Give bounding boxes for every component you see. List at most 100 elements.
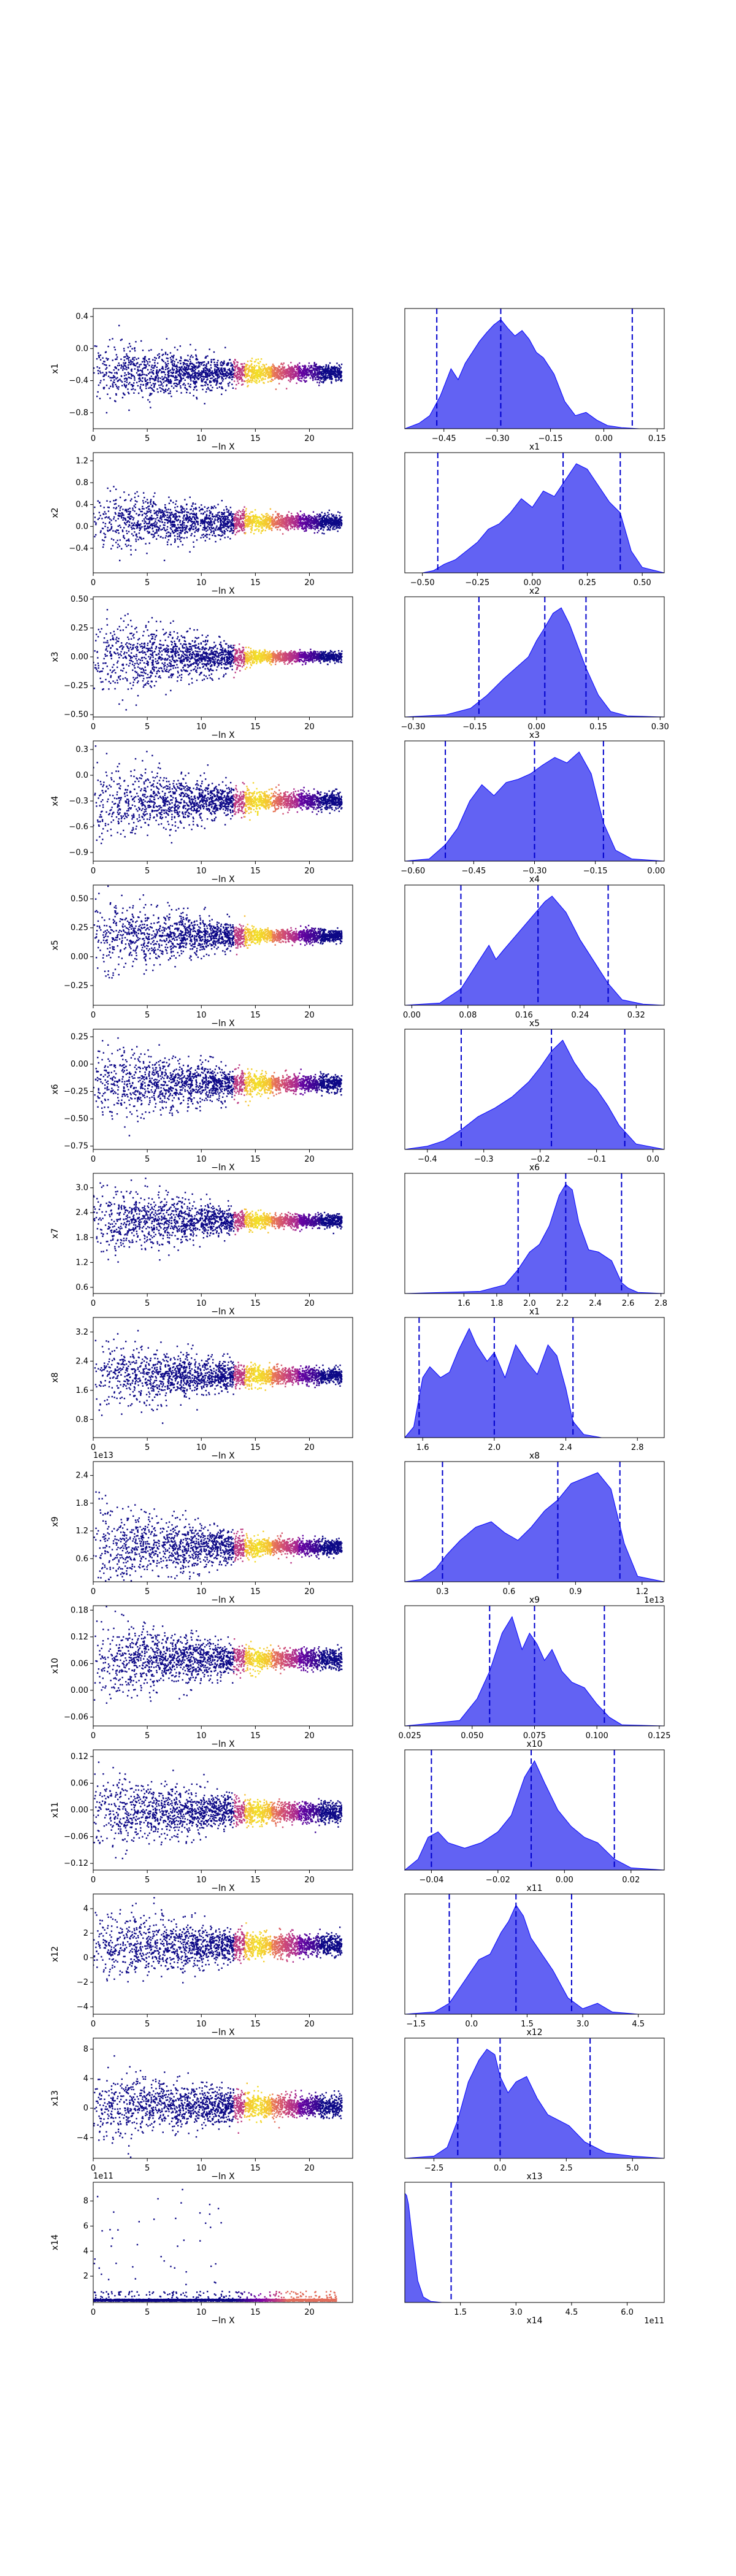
scatter-point: [153, 669, 155, 670]
scatter-point: [301, 518, 303, 521]
scatter-point: [109, 490, 112, 492]
scatter-point: [335, 518, 337, 520]
scatter-point: [115, 378, 117, 380]
scatter-point: [316, 373, 318, 375]
scatter-point: [152, 536, 154, 539]
scatter-point: [240, 523, 243, 525]
scatter-point: [212, 514, 213, 516]
scatter-point: [281, 523, 283, 525]
scatter-point: [262, 522, 264, 524]
scatter-point: [232, 372, 234, 375]
scatter-point: [194, 370, 196, 372]
scatter-point: [327, 515, 329, 516]
scatter-point: [207, 378, 209, 380]
scatter-point: [137, 495, 139, 497]
scatter-point: [340, 377, 342, 378]
scatter-point: [197, 518, 199, 519]
scatter-point: [128, 513, 130, 515]
scatter-point: [151, 524, 153, 526]
scatter-point: [120, 513, 121, 515]
scatter-point: [283, 362, 285, 364]
scatter-point: [242, 510, 243, 512]
scatter-point: [212, 527, 215, 529]
scatter-point: [334, 370, 336, 372]
scatter-point: [260, 523, 263, 524]
scatter-point: [126, 379, 128, 381]
scatter-point: [125, 377, 127, 379]
scatter-point: [259, 370, 261, 372]
scatter-point: [110, 548, 112, 550]
scatter-point: [229, 538, 231, 540]
scatter-point: [246, 515, 248, 517]
scatter-point: [133, 359, 135, 361]
scatter-point: [180, 532, 182, 534]
scatter-point: [216, 525, 218, 527]
scatter-point: [193, 526, 194, 527]
scatter-point: [244, 516, 247, 519]
scatter-point: [166, 532, 167, 534]
scatter-point: [223, 360, 225, 362]
scatter-point: [132, 375, 134, 377]
scatter-point: [324, 512, 326, 515]
scatter-point: [305, 524, 308, 526]
scatter-point: [187, 355, 189, 356]
scatter-point: [286, 369, 289, 371]
scatter-point: [305, 376, 307, 378]
scatter-point: [205, 513, 208, 516]
scatter-point: [220, 518, 221, 519]
scatter-point: [180, 380, 182, 382]
scatter-point: [115, 519, 117, 522]
scatter-point: [305, 373, 307, 375]
scatter-point: [115, 358, 117, 361]
scatter-point: [309, 523, 312, 525]
scatter-point: [305, 370, 307, 372]
scatter-point: [293, 370, 296, 372]
scatter-point: [334, 374, 336, 376]
scatter-point: [128, 521, 131, 523]
scatter-point: [321, 519, 323, 521]
scatter-point: [169, 516, 171, 518]
scatter-point: [227, 362, 229, 364]
scatter-point: [159, 516, 161, 518]
scatter-point: [224, 537, 226, 539]
scatter-point: [196, 396, 197, 399]
scatter-point: [290, 518, 292, 520]
scatter-point: [234, 528, 236, 531]
scatter-point: [201, 520, 203, 522]
scatter-point: [105, 351, 107, 353]
scatter-point: [339, 525, 340, 527]
scatter-point: [152, 359, 154, 361]
scatter-point: [326, 520, 328, 523]
scatter-point: [149, 519, 151, 521]
scatter-point: [183, 383, 185, 385]
scatter-point: [181, 537, 183, 539]
scatter-point: [215, 516, 217, 518]
scatter-point: [123, 527, 125, 529]
scatter-point: [118, 379, 120, 381]
scatter-point: [305, 527, 307, 530]
scatter-point: [296, 373, 298, 375]
scatter-point: [332, 515, 334, 516]
scatter-point: [96, 366, 98, 368]
scatter-point: [209, 374, 212, 377]
scatter-point: [196, 517, 197, 519]
scatter-point: [334, 528, 336, 531]
scatter-point: [259, 517, 261, 519]
scatter-point: [192, 367, 194, 369]
scatter-point: [223, 364, 224, 366]
scatter-point: [112, 338, 113, 340]
scatter-point: [252, 521, 254, 524]
scatter-point: [128, 356, 130, 359]
scatter-point: [256, 374, 258, 375]
scatter-point: [312, 520, 314, 522]
scatter-point: [139, 508, 141, 511]
scatter-point: [202, 658, 204, 661]
scatter-point: [119, 496, 121, 499]
scatter-point: [267, 367, 269, 369]
scatter-point: [299, 366, 301, 367]
scatter-point: [129, 350, 131, 352]
scatter-point: [240, 377, 242, 378]
scatter-point: [186, 391, 188, 394]
scatter-point: [183, 373, 185, 375]
scatter-point: [283, 523, 285, 524]
